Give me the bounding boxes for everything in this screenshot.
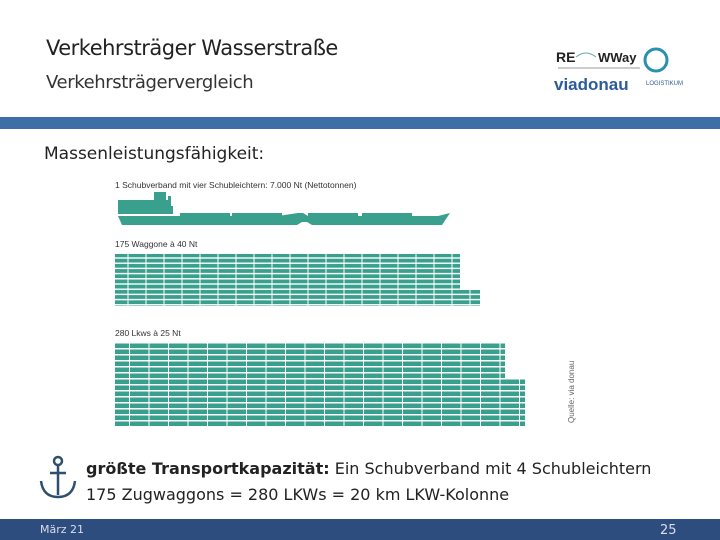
anchor-icon [39, 455, 77, 499]
wagons [115, 290, 480, 306]
logos: RE WWay viadonau LOGISTIKUM [554, 47, 683, 94]
trucks [115, 343, 505, 379]
summary-line: 175 Zugwaggons = 280 LKWs = 20 km LKW-Ko… [86, 485, 510, 504]
summary-text: Ein Schubverband mit 4 Schubleichtern [334, 459, 652, 478]
figure-label: 280 Lkws à 25 Nt [115, 328, 181, 338]
summary-bold: größte Transportkapazität: [86, 459, 330, 478]
footer-date: März 21 [40, 523, 85, 536]
trucks [115, 379, 525, 427]
figure: 1 Schubverband mit vier Schubleichtern: … [115, 180, 576, 427]
wagons [115, 254, 460, 290]
push-convoy [118, 192, 450, 225]
header-bar [0, 117, 720, 129]
logo-swoosh [575, 52, 597, 58]
logo-text: RE [556, 49, 575, 65]
logo-text: viadonau [554, 75, 629, 94]
footer-bar [0, 519, 720, 540]
summary: größte Transportkapazität: Ein Schubverb… [86, 456, 651, 508]
summary-line: größte Transportkapazität: Ein Schubverb… [86, 456, 651, 482]
subtitle: Verkehrsträgervergleich [46, 72, 254, 93]
figure-label: 1 Schubverband mit vier Schubleichtern: … [115, 180, 357, 190]
page-number: 25 [660, 523, 677, 538]
logo-icon [643, 47, 669, 73]
logo-text: WWay [598, 50, 637, 65]
source-note: Quelle: via donau [567, 361, 576, 423]
section-heading: Massenleistungsfähigkeit: [44, 144, 265, 164]
logo-text: LOGISTIKUM [646, 81, 683, 87]
figure-label: 175 Waggone à 40 Nt [115, 239, 198, 249]
title: Verkehrsträger Wasserstraße [46, 36, 338, 60]
